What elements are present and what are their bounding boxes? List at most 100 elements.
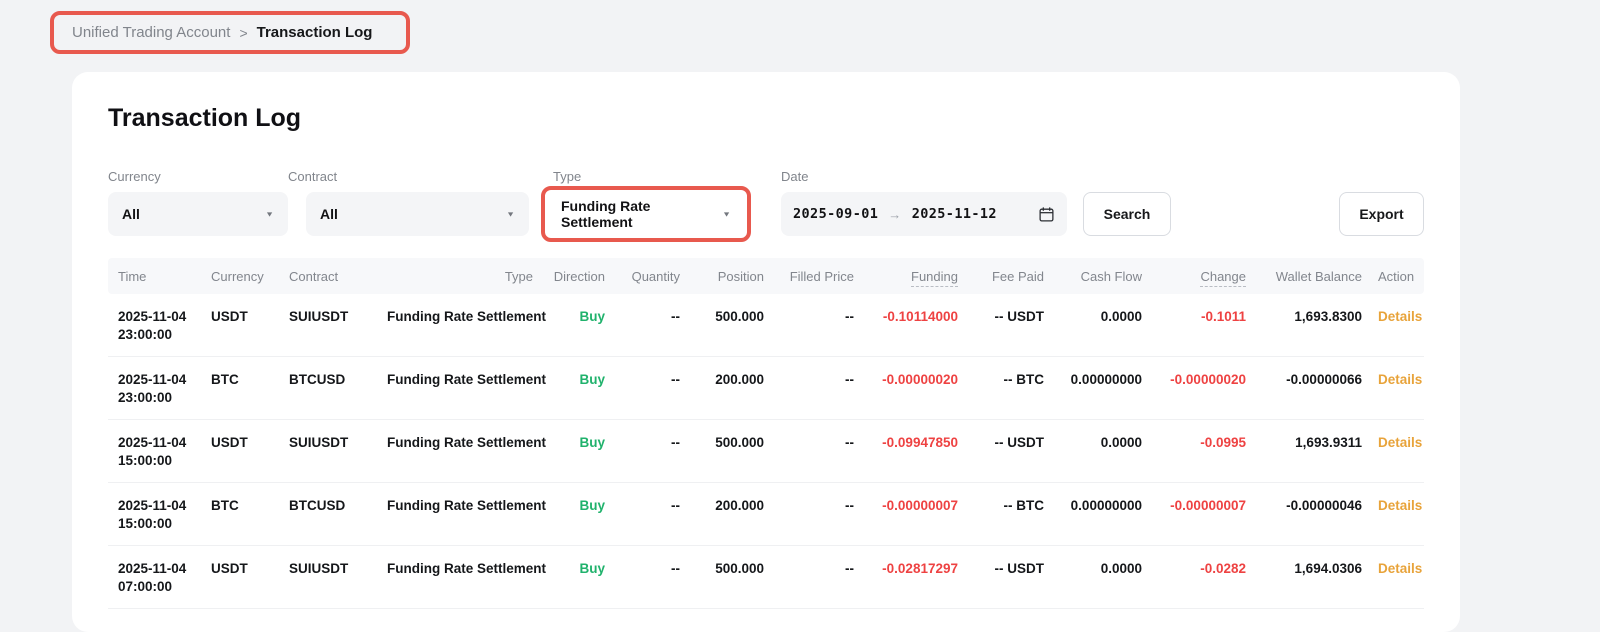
type-filter-label: Type (553, 169, 582, 184)
transaction-table: Time Currency Contract Type Direction Quantit… (108, 258, 1424, 609)
cell-fee-paid: -- BTC (966, 356, 1052, 420)
cell-contract: BTCUSD (281, 482, 379, 546)
cell-cash-flow: 0.0000 (1052, 545, 1150, 609)
cell-time: 2025-11-04 15:00:00 (108, 482, 203, 546)
cell-direction: Buy (541, 356, 613, 420)
cell-fee-paid: -- USDT (966, 419, 1052, 483)
breadcrumb-separator: > (239, 24, 248, 41)
contract-dropdown[interactable]: All ▼ (306, 192, 529, 236)
breadcrumb-annotation-box: Unified Trading Account > Transaction Lo… (50, 11, 410, 54)
cell-quantity: -- (613, 482, 688, 546)
cell-change: -0.1011 (1150, 294, 1254, 357)
chevron-down-icon: ▼ (265, 210, 274, 218)
cell-action[interactable]: Details (1370, 545, 1424, 609)
table-row: 2025-11-04 07:00:00 USDT SUIUSDT Funding Rat… (108, 545, 1424, 609)
cell-change: -0.00000007 (1150, 482, 1254, 546)
cell-cash-flow: 0.00000000 (1052, 356, 1150, 420)
cell-direction: Buy (541, 482, 613, 546)
cell-contract: SUIUSDT (281, 294, 379, 357)
cell-quantity: -- (613, 419, 688, 483)
column-header: Fee Paid (966, 258, 1052, 294)
date-end-value: 2025-11-12 (911, 206, 997, 222)
cell-position: 500.000 (688, 545, 772, 609)
date-range-picker[interactable]: 2025-09-01 → 2025-11-12 (781, 192, 1067, 236)
details-link[interactable]: Details (1378, 498, 1423, 513)
column-header: Funding (862, 258, 966, 294)
cell-position: 200.000 (688, 482, 772, 546)
direction-badge: Buy (579, 498, 605, 513)
date-filter-group: Date 2025-09-01 → 2025-11-12 (781, 168, 1067, 236)
cell-action[interactable]: Details (1370, 419, 1424, 483)
breadcrumb-parent-link[interactable]: Unified Trading Account (72, 24, 231, 41)
arrow-right-icon: → (888, 206, 902, 222)
cell-wallet-balance: 1,694.0306 (1254, 545, 1370, 609)
search-button[interactable]: Search (1083, 192, 1171, 236)
cell-action[interactable]: Details (1370, 482, 1424, 546)
cell-quantity: -- (613, 545, 688, 609)
column-header: Currency (203, 258, 281, 294)
currency-dropdown[interactable]: All ▼ (108, 192, 288, 236)
cell-wallet-balance: 1,693.9311 (1254, 419, 1370, 483)
cell-funding: -0.02817297 (862, 545, 966, 609)
cell-cash-flow: 0.0000 (1052, 294, 1150, 357)
currency-filter-label: Currency (108, 169, 161, 184)
type-annotation-box: Funding Rate Settlement ▼ (541, 186, 751, 242)
table-header-row: Time Currency Contract Type Direction Quantit… (108, 258, 1424, 294)
cell-direction: Buy (541, 545, 613, 609)
cell-contract: SUIUSDT (281, 545, 379, 609)
direction-badge: Buy (579, 435, 605, 450)
details-link[interactable]: Details (1378, 309, 1423, 324)
cell-funding: -0.09947850 (862, 419, 966, 483)
type-dropdown[interactable]: Funding Rate Settlement ▼ (547, 192, 745, 236)
cell-filled-price: -- (772, 294, 862, 357)
column-header: Contract (281, 258, 379, 294)
page-title: Transaction Log (108, 104, 302, 132)
cell-filled-price: -- (772, 482, 862, 546)
cell-currency: USDT (203, 294, 281, 357)
cell-currency: BTC (203, 356, 281, 420)
cell-currency: USDT (203, 419, 281, 483)
cell-wallet-balance: 1,693.8300 (1254, 294, 1370, 357)
column-header: Change (1150, 258, 1254, 294)
currency-dropdown-value: All (122, 206, 140, 222)
cell-cash-flow: 0.0000 (1052, 419, 1150, 483)
cell-change: -0.0282 (1150, 545, 1254, 609)
table-row: 2025-11-04 23:00:00 BTC BTCUSD Funding Rate … (108, 356, 1424, 420)
filter-bar: Currency All ▼ Contract All ▼ Type Fundi… (108, 168, 1424, 242)
type-dropdown-value: Funding Rate Settlement (561, 198, 651, 230)
cell-filled-price: -- (772, 545, 862, 609)
cell-type: Funding Rate Settlement (379, 545, 546, 609)
cell-quantity: -- (613, 356, 688, 420)
cell-change: -0.00000020 (1150, 356, 1254, 420)
cell-filled-price: -- (772, 419, 862, 483)
table-row: 2025-11-04 15:00:00 USDT SUIUSDT Funding Rat… (108, 419, 1424, 483)
cell-filled-price: -- (772, 356, 862, 420)
details-link[interactable]: Details (1378, 561, 1423, 576)
direction-badge: Buy (579, 309, 605, 324)
cell-type: Funding Rate Settlement (379, 419, 546, 483)
column-header: Filled Price (772, 258, 862, 294)
contract-filter-group: Contract All ▼ (288, 168, 529, 236)
details-link[interactable]: Details (1378, 372, 1423, 387)
cell-action[interactable]: Details (1370, 294, 1424, 357)
cell-action[interactable]: Details (1370, 356, 1424, 420)
cell-funding: -0.10114000 (862, 294, 966, 357)
cell-fee-paid: -- BTC (966, 482, 1052, 546)
cell-direction: Buy (541, 294, 613, 357)
cell-position: 200.000 (688, 356, 772, 420)
details-link[interactable]: Details (1378, 435, 1423, 450)
contract-filter-label: Contract (288, 169, 338, 184)
cell-funding: -0.00000007 (862, 482, 966, 546)
column-header: Action (1370, 258, 1424, 294)
export-button[interactable]: Export (1339, 192, 1424, 236)
column-header: Wallet Balance (1254, 258, 1370, 294)
column-header: Type (379, 258, 541, 294)
cell-fee-paid: -- USDT (966, 294, 1052, 357)
table-body: 2025-11-04 23:00:00 USDT SUIUSDT Funding Rat… (108, 294, 1424, 609)
column-header-tooltip-trigger[interactable]: Change (1200, 268, 1246, 287)
column-header-tooltip-trigger[interactable]: Funding (911, 268, 958, 287)
chevron-down-icon: ▼ (506, 210, 515, 218)
chevron-down-icon: ▼ (722, 210, 731, 218)
calendar-icon[interactable] (1038, 206, 1055, 223)
cell-time: 2025-11-04 23:00:00 (108, 294, 203, 357)
